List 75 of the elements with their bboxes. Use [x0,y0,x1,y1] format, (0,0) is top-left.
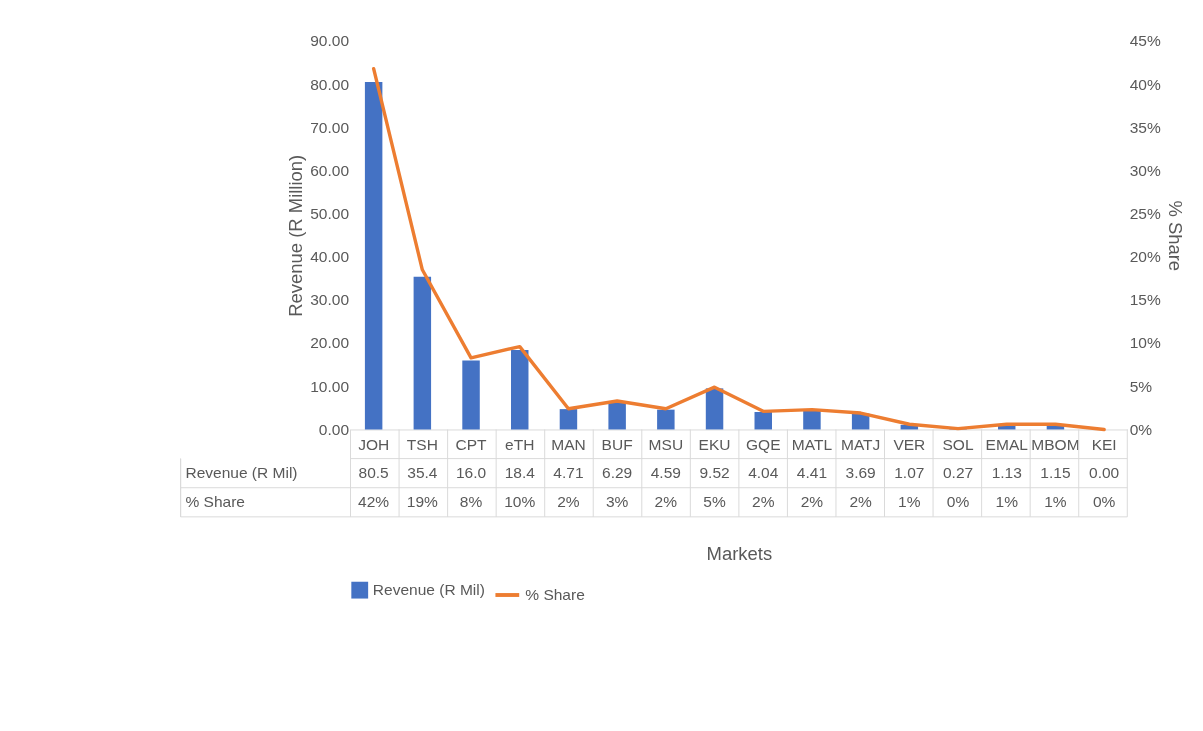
data-label: 1% [995,493,1019,511]
data-label: 10% [504,493,536,511]
y2-tick-label: 30% [1129,161,1161,179]
data-label: 3% [605,493,629,511]
x-tick-label: EKU [698,436,731,454]
y-tick-label: 50.00 [310,205,350,223]
x-tick-label: BUF [601,436,633,454]
x-tick-label: eTH [505,436,535,454]
y-tick-label: 20.00 [310,334,350,352]
x-tick-label: GQE [745,436,781,454]
data-label: 2% [849,493,873,511]
y2-tick-label: 40% [1129,75,1161,93]
x-axis-title: Markets [706,543,773,565]
data-label: 4.41 [796,464,828,481]
y2-tick-label: 20% [1129,248,1161,266]
y-tick-label: 80.00 [310,75,350,93]
data-label: 0% [1092,493,1116,511]
data-label: 2% [752,493,775,511]
data-label: 0.00 [1089,464,1120,481]
y2-axis-title: % Share [1164,200,1186,272]
x-tick-label: MBOM [1031,436,1080,454]
data-label: 42% [358,493,390,511]
y2-tick-label: 35% [1129,118,1161,136]
y-tick-label: 70.00 [310,118,350,136]
data-label: 4.04 [748,464,779,481]
legend-label: % Share [525,585,585,603]
y2-tick-label: 45% [1129,32,1161,50]
y-tick-label: 90.00 [310,32,350,50]
x-tick-label: MATJ [840,436,881,454]
data-label: 1.07 [894,464,925,481]
y-tick-label: 40.00 [310,248,350,266]
y2-tick-label: 15% [1129,291,1161,309]
y2-tick-label: 5% [1129,377,1153,395]
x-tick-label: JOH [358,436,390,454]
data-label: 5% [703,493,726,511]
y-tick-label: 0.00 [318,420,350,438]
data-label: 4.59 [650,464,681,481]
x-tick-label: KEI [1091,436,1117,454]
x-tick-label: MSU [648,436,684,454]
x-tick-label: TSH [406,436,438,454]
data-label: 1.15 [1040,464,1071,481]
data-label: 4.71 [553,464,584,481]
x-tick-label: VER [893,436,926,454]
data-label: 2% [654,493,678,511]
data-label: 80.5 [358,464,389,481]
legend-label: Revenue (R Mil) [372,581,485,598]
y-axis-title: Revenue (R Million) [285,154,307,317]
x-tick-label: MATL [791,436,833,454]
data-label: 1% [1044,493,1067,511]
y2-tick-label: 0% [1129,420,1153,438]
y-tick-label: 60.00 [310,161,350,179]
data-label: 2% [800,493,824,511]
y-tick-label: 10.00 [310,377,350,395]
data-label: 1.13 [991,464,1022,481]
x-tick-label: EMAL [985,436,1029,454]
data-label: 18.4 [504,464,536,481]
x-tick-label: SOL [942,436,974,454]
data-label: 0.27 [942,464,974,481]
x-tick-label: MAN [551,436,586,454]
data-label: 2% [557,493,580,511]
y2-tick-label: 25% [1129,205,1161,223]
y2-tick-label: 10% [1129,334,1161,352]
data-label: 6.29 [602,464,633,481]
data-label: 9.52 [699,464,730,481]
data-label: 16.0 [455,464,487,481]
data-label: 35.4 [407,464,438,481]
data-label: 8% [459,493,483,511]
x-tick-label: CPT [455,436,488,454]
y-tick-label: 30.00 [310,291,350,309]
data-label: 19% [406,493,439,511]
text: % Share [185,493,245,511]
data-label: 0% [946,493,970,511]
text: Revenue (R Mil) [185,464,298,481]
data-label: 3.69 [845,464,876,481]
data-label: 1% [898,493,921,511]
